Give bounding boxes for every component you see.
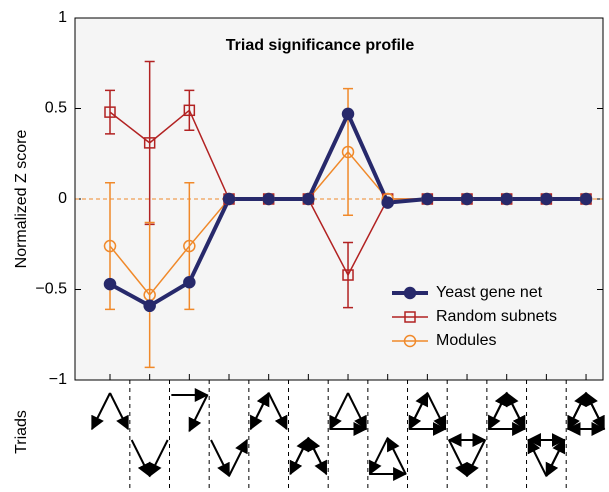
triad-edge xyxy=(505,391,526,430)
data-point xyxy=(302,192,315,206)
y-tick-label: −1 xyxy=(49,371,67,388)
y-axis-label: Normalized Z score xyxy=(13,130,30,269)
triad-edge xyxy=(585,391,605,430)
y-tick-label: 0.5 xyxy=(45,100,67,117)
data-point xyxy=(381,196,394,209)
data-point xyxy=(183,239,196,253)
triad-edge xyxy=(426,392,447,431)
data-point xyxy=(183,276,196,289)
data-point xyxy=(341,145,355,159)
triad-edge xyxy=(408,391,429,430)
data-point xyxy=(342,269,354,281)
data-point xyxy=(421,192,434,206)
data-point xyxy=(262,192,275,206)
data-point xyxy=(183,104,196,117)
triad-edge xyxy=(368,437,389,476)
legend-label: Modules xyxy=(436,332,496,349)
triad-edge xyxy=(210,439,230,478)
triad-edge xyxy=(289,436,310,475)
legend-label: Yeast gene net xyxy=(436,284,543,301)
chart-title: Triad significance profile xyxy=(226,37,415,54)
plot-frame xyxy=(74,17,604,381)
y-tick-label: −0.5 xyxy=(35,281,67,298)
y-tick-label: 1 xyxy=(58,9,67,26)
data-point xyxy=(103,239,117,253)
data-point xyxy=(104,106,116,118)
x-axis-label: Triads xyxy=(13,410,30,454)
triad-edge xyxy=(228,438,248,477)
data-point xyxy=(341,107,355,121)
triad-edge xyxy=(329,392,349,431)
triad-edge xyxy=(545,438,566,477)
legend-marker xyxy=(403,286,417,300)
data-point xyxy=(540,192,553,206)
triad-edge xyxy=(188,394,209,433)
data-point xyxy=(579,192,593,206)
data-point xyxy=(500,192,513,206)
triad-edge xyxy=(448,439,468,478)
triad-edge xyxy=(91,392,111,431)
data-point xyxy=(143,299,156,313)
triad-edge xyxy=(249,392,270,431)
triad-edge xyxy=(386,436,407,475)
legend-label: Random subnets xyxy=(436,308,557,325)
legend-marker xyxy=(403,334,417,348)
y-tick-label: 0 xyxy=(58,190,67,207)
triad-edge xyxy=(567,391,587,430)
triad-edge xyxy=(466,439,486,478)
triad-edge xyxy=(130,439,151,478)
triad-edge xyxy=(307,436,328,475)
triad-edge xyxy=(347,392,367,431)
triad-edge xyxy=(487,391,508,430)
legend-marker xyxy=(404,311,416,323)
data-point xyxy=(103,277,117,291)
triad-edge xyxy=(109,392,129,431)
data-point xyxy=(460,192,474,206)
data-point xyxy=(143,137,156,149)
data-point xyxy=(222,192,236,206)
triad-edge xyxy=(267,392,288,431)
triad-edge xyxy=(527,438,548,477)
triad-edge xyxy=(148,439,169,478)
